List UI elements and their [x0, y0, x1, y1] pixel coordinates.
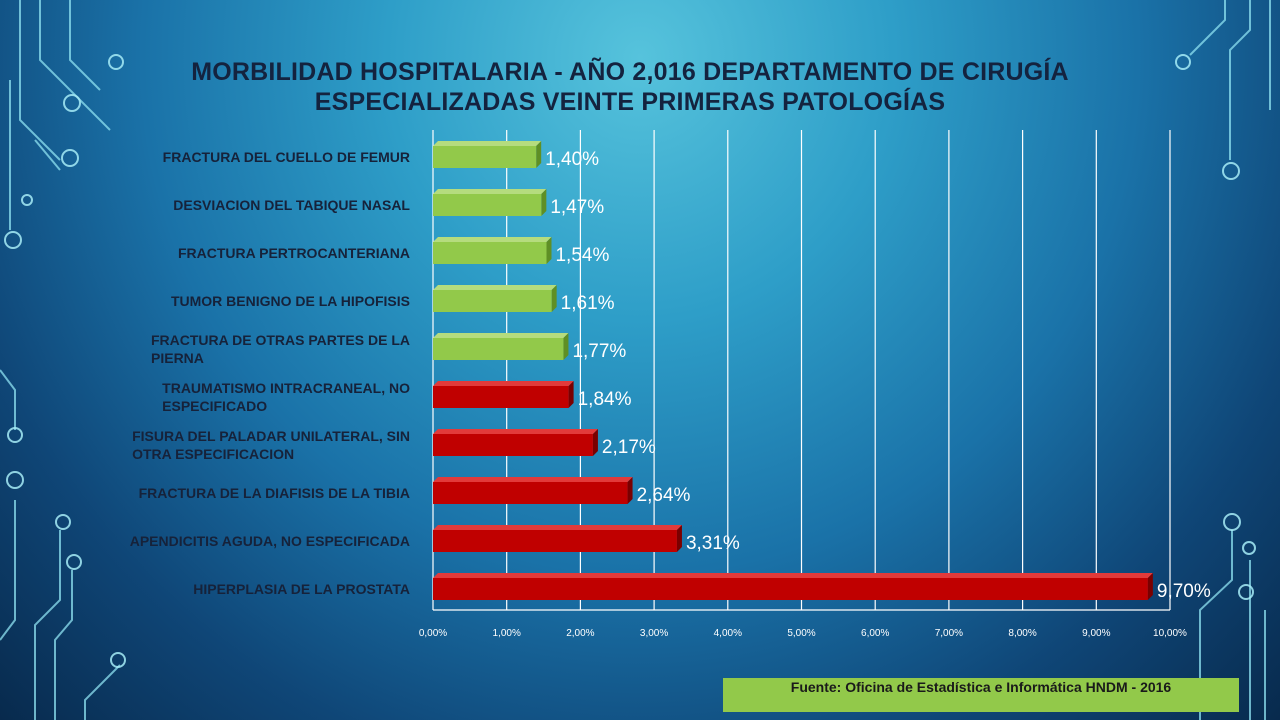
bar-side-face — [551, 285, 557, 312]
data-label: 2,64% — [637, 485, 691, 506]
data-label: 1,61% — [561, 293, 615, 314]
category-label: TUMOR BENIGNO DE LA HIPOFISIS — [171, 293, 410, 309]
x-tick-label: 6,00% — [861, 628, 889, 639]
data-label: 1,77% — [572, 341, 626, 362]
data-label: 1,54% — [555, 245, 609, 266]
bar — [433, 146, 537, 168]
bar-top-face — [433, 429, 598, 434]
bar — [433, 578, 1148, 600]
x-tick-label: 1,00% — [493, 628, 521, 639]
category-label: FRACTURA DEL CUELLO DE FEMUR — [163, 149, 410, 165]
category-label: APENDICITIS AGUDA, NO ESPECIFICADA — [130, 533, 410, 549]
category-label: PIERNA — [151, 350, 204, 366]
data-label: 1,47% — [550, 197, 604, 218]
bar — [433, 242, 547, 264]
category-label: FRACTURA DE LA DIAFISIS DE LA TIBIA — [139, 485, 410, 501]
x-tick-label: 7,00% — [935, 628, 963, 639]
bar — [433, 434, 593, 456]
category-label: DESVIACION DEL TABIQUE NASAL — [173, 197, 410, 213]
x-tick-label: 3,00% — [640, 628, 668, 639]
bar-top-face — [433, 285, 557, 290]
category-label: FISURA DEL PALADAR UNILATERAL, SIN — [132, 428, 410, 444]
bar — [433, 194, 542, 216]
x-tick-label: 4,00% — [714, 628, 742, 639]
x-tick-label: 2,00% — [566, 628, 594, 639]
bar — [433, 290, 552, 312]
chart-title-line-2: ESPECIALIZADAS VEINTE PRIMERAS PATOLOGÍA… — [314, 88, 946, 116]
bar-side-face — [1147, 573, 1153, 600]
bar-side-face — [568, 381, 574, 408]
chart-title: MORBILIDAD HOSPITALARIA - AÑO 2,016 DEPA… — [130, 57, 1130, 117]
bar — [433, 338, 564, 360]
bar — [433, 482, 628, 504]
category-label: HIPERPLASIA DE LA PROSTATA — [193, 581, 410, 597]
bar-side-face — [563, 333, 569, 360]
category-label: TRAUMATISMO INTRACRANEAL, NO — [162, 380, 410, 396]
x-tick-label: 10,00% — [1153, 628, 1187, 639]
bar-side-face — [541, 189, 547, 216]
data-label: 1,40% — [545, 149, 599, 170]
chart-title-line-1: MORBILIDAD HOSPITALARIA - AÑO 2,016 DEPA… — [191, 58, 1069, 86]
category-label: OTRA ESPECIFICACION — [132, 446, 294, 462]
bar-top-face — [433, 141, 542, 146]
data-label: 3,31% — [686, 533, 740, 554]
data-label: 9,70% — [1157, 581, 1211, 602]
bar-side-face — [536, 141, 542, 168]
x-tick-label: 9,00% — [1082, 628, 1110, 639]
data-label: 2,17% — [602, 437, 656, 458]
bar-top-face — [433, 381, 574, 386]
bar-top-face — [433, 189, 547, 194]
x-tick-label: 8,00% — [1008, 628, 1036, 639]
bar-side-face — [546, 237, 552, 264]
bar-top-face — [433, 237, 552, 242]
source-note: Fuente: Oficina de Estadística e Informá… — [723, 678, 1239, 712]
data-label: 1,84% — [578, 389, 632, 410]
bar-side-face — [592, 429, 598, 456]
bar — [433, 386, 569, 408]
category-label: FRACTURA PERTROCANTERIANA — [178, 245, 410, 261]
bar-top-face — [433, 333, 569, 338]
bar-top-face — [433, 477, 633, 482]
category-label: ESPECIFICADO — [162, 398, 267, 414]
x-tick-label: 0,00% — [419, 628, 447, 639]
bar-top-face — [433, 525, 682, 530]
bar — [433, 530, 677, 552]
x-tick-label: 5,00% — [787, 628, 815, 639]
bar-side-face — [627, 477, 633, 504]
bar-top-face — [433, 573, 1153, 578]
bar-side-face — [676, 525, 682, 552]
category-label: FRACTURA DE OTRAS PARTES DE LA — [151, 332, 410, 348]
